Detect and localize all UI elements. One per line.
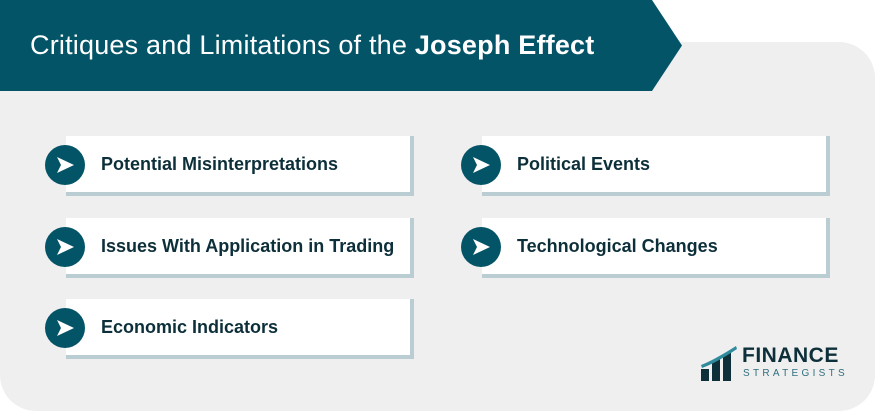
item-label: Potential Misinterpretations bbox=[101, 154, 339, 174]
logo-text-strategists: STRATEGISTS bbox=[743, 368, 849, 379]
item-label: Technological Changes bbox=[517, 236, 718, 256]
list-item: Political Events bbox=[482, 136, 830, 196]
arrow-icon bbox=[45, 308, 85, 348]
list-item: Technological Changes bbox=[482, 218, 830, 278]
page-title: Critiques and Limitations of the Joseph … bbox=[30, 27, 594, 64]
item-label: Issues With Application in Trading bbox=[101, 236, 395, 256]
title-bold: Joseph Effect bbox=[414, 30, 595, 60]
list-item: Potential Misinterpretations bbox=[66, 136, 414, 196]
item-label: Political Events bbox=[517, 154, 651, 174]
logo-text-finance: FINANCE bbox=[742, 344, 839, 367]
list-item: Issues With Application in Trading bbox=[66, 218, 414, 278]
logo-mark-icon bbox=[701, 346, 737, 381]
list-item: Economic Indicators bbox=[66, 299, 414, 359]
title-regular: Critiques and Limitations of the bbox=[30, 30, 408, 60]
arrow-icon bbox=[45, 145, 85, 185]
title-banner bbox=[0, 0, 682, 91]
item-label: Economic Indicators bbox=[101, 317, 279, 337]
arrow-icon bbox=[461, 145, 501, 185]
finance-strategists-logo: FINANCE STRATEGISTS bbox=[700, 344, 845, 384]
arrow-icon bbox=[461, 227, 501, 267]
arrow-icon bbox=[45, 227, 85, 267]
